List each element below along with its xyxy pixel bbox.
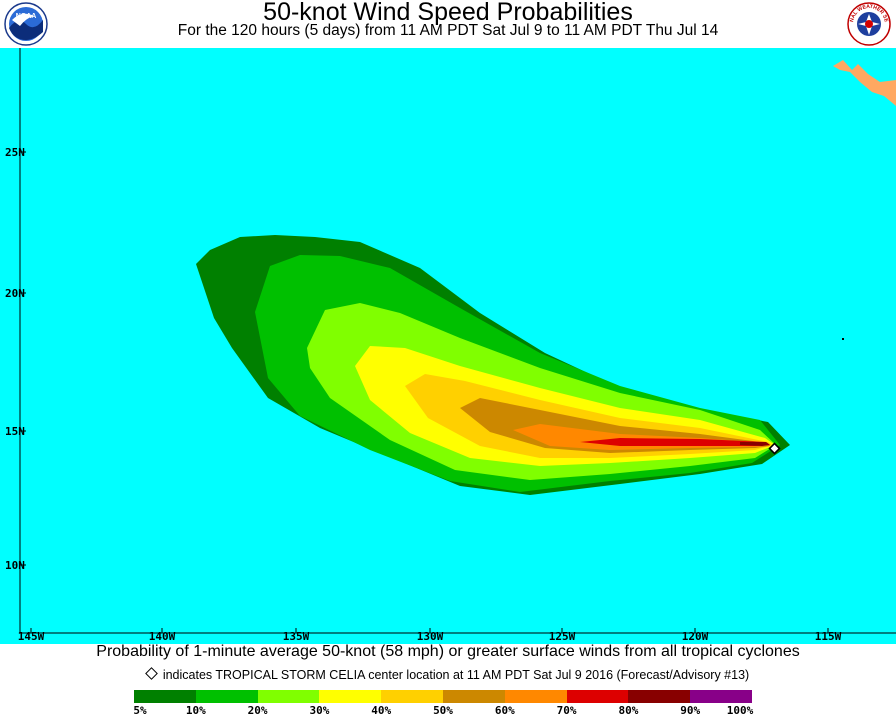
legend-swatch	[381, 690, 444, 703]
legend-label: 70%	[556, 704, 577, 717]
latitude-ticks	[20, 151, 26, 566]
lon-label: 145W	[18, 630, 45, 643]
lon-label-120w: 120W	[682, 630, 709, 643]
legend: 5% 10% 20% 30% 40% 50% 60% 70% 80% 90% 100%	[0, 688, 896, 717]
storm-center-marker	[768, 442, 781, 455]
legend-label: 20%	[247, 704, 268, 717]
lat-label-25n: 25N	[5, 146, 25, 159]
legend-label: 90%	[680, 704, 701, 717]
lon-label-130w: 130W	[417, 630, 444, 643]
legend-label: 40%	[371, 704, 392, 717]
header: NOAA 50-knot Wind Speed Probabilities Fo…	[0, 0, 896, 48]
diamond-icon	[768, 442, 781, 455]
svg-text:NOAA: NOAA	[16, 13, 37, 20]
lon-label-135w: 135W	[283, 630, 310, 643]
lat-label-20n: 20N	[5, 287, 25, 300]
legend-swatch	[504, 690, 568, 703]
longitude-ticks	[30, 628, 829, 633]
legend-swatch	[628, 690, 691, 703]
lon-label-115w: 115W	[815, 630, 842, 643]
legend-label: 100%	[726, 704, 754, 717]
map-caption: Probability of 1-minute average 50-knot …	[96, 643, 800, 660]
page-subtitle: For the 120 hours (5 days) from 11 AM PD…	[177, 22, 719, 39]
legend-swatch	[134, 690, 197, 703]
island	[842, 338, 844, 340]
legend-label: 10%	[185, 704, 206, 717]
legend-swatch	[566, 690, 629, 703]
legend-label: 50%	[433, 704, 453, 717]
map-frame	[19, 48, 896, 634]
legend-label: 60%	[494, 704, 515, 717]
diamond-icon	[144, 667, 158, 680]
lat-label-10n: 10N	[5, 559, 25, 572]
noaa-logo: NOAA	[4, 2, 48, 46]
legend-swatch	[690, 690, 753, 703]
lon-label: 130W	[417, 630, 444, 643]
storm-note-text: indicates TROPICAL STORM CELIA center lo…	[162, 668, 750, 682]
lon-label: 115W	[815, 630, 842, 643]
legend-swatch	[257, 690, 320, 703]
legend-swatch	[195, 690, 259, 703]
lat-label-15n: 15N	[5, 425, 25, 438]
map: 145W 140W 135W 130W 125W 120W 115W 25N 2…	[0, 48, 896, 644]
legend-label: 5%	[133, 704, 147, 717]
storm-note: indicates TROPICAL STORM CELIA center lo…	[0, 667, 896, 683]
national-weather-service-logo: NATIONAL WEATHER SERVICE	[845, 0, 891, 46]
lon-label: 125W	[549, 630, 576, 643]
probability-contours	[196, 235, 790, 495]
land-mexico	[833, 60, 896, 106]
contour-70pct	[580, 438, 770, 446]
contour-80pct	[740, 442, 770, 446]
legend-label: 30%	[309, 704, 330, 717]
lon-label-140w: 140W	[149, 630, 176, 643]
legend-swatch	[443, 690, 506, 703]
lon-label: 135W	[283, 630, 310, 643]
lon-label: 140W	[149, 630, 176, 643]
lon-label-125w: 125W	[549, 630, 576, 643]
page-title: 50-knot Wind Speed Probabilities	[263, 0, 633, 26]
lon-label: 120W	[682, 630, 709, 643]
legend-swatch	[319, 690, 382, 703]
legend-label: 80%	[618, 704, 639, 717]
lon-label-145w: 145W	[18, 630, 45, 643]
